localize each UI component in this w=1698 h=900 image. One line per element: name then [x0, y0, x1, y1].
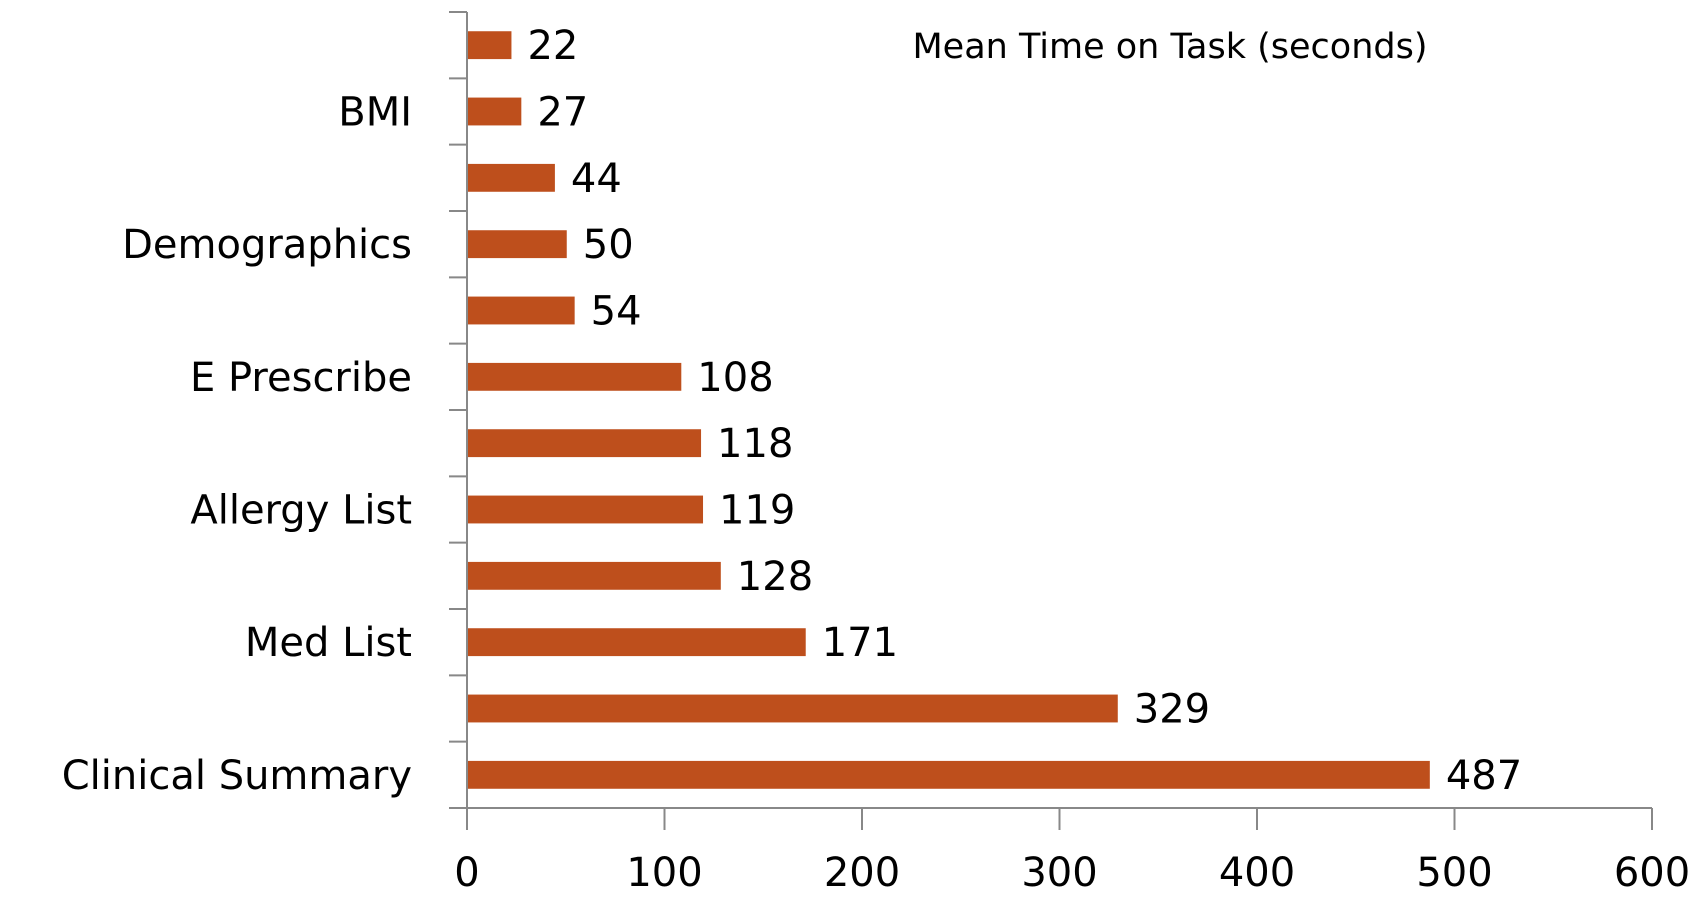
- x-tick-label: 0: [454, 850, 479, 896]
- bar: [468, 31, 512, 60]
- bar-series: [468, 31, 1430, 789]
- data-label: 487: [1446, 753, 1522, 799]
- bar: [468, 230, 567, 259]
- x-tick-label: 600: [1614, 850, 1690, 896]
- category-label: Demographics: [122, 222, 412, 268]
- category-label: Med List: [245, 620, 412, 666]
- data-label: 54: [591, 289, 642, 335]
- category-label: Clinical Summary: [62, 753, 412, 799]
- category-label: Allergy List: [190, 488, 412, 534]
- bar: [468, 362, 682, 391]
- category-label: BMI: [338, 90, 412, 136]
- bar: [468, 429, 702, 458]
- data-label: 108: [697, 355, 773, 401]
- bar: [468, 163, 555, 192]
- data-label: 171: [822, 620, 898, 666]
- bar: [468, 760, 1430, 789]
- data-label: 50: [583, 222, 634, 268]
- category-labels: BMI Demographics E Prescribe Allergy List Me…: [62, 90, 412, 799]
- x-tick-label: 300: [1021, 850, 1097, 896]
- bar: [468, 495, 704, 524]
- chart-title: Mean Time on Task (seconds): [912, 27, 1427, 67]
- x-tick-label: 500: [1416, 850, 1492, 896]
- bar: [468, 296, 575, 325]
- data-label: 44: [571, 156, 622, 202]
- data-label: 118: [717, 421, 793, 467]
- x-tick-label: 400: [1219, 850, 1295, 896]
- data-label: 128: [737, 554, 813, 600]
- x-tick-label: 200: [824, 850, 900, 896]
- data-label: 119: [719, 488, 795, 534]
- x-tick-label: 100: [626, 850, 702, 896]
- bar: [468, 628, 806, 657]
- category-label: E Prescribe: [190, 355, 412, 401]
- bar: [468, 561, 721, 590]
- data-label: 329: [1134, 687, 1210, 733]
- x-axis-ticks: 0 100 200 300 400 500 600: [454, 808, 1690, 896]
- data-label: 22: [527, 23, 578, 69]
- bar: [468, 694, 1118, 723]
- bar: [468, 97, 522, 126]
- y-axis-ticks: [449, 11, 467, 809]
- data-label: 27: [537, 90, 588, 136]
